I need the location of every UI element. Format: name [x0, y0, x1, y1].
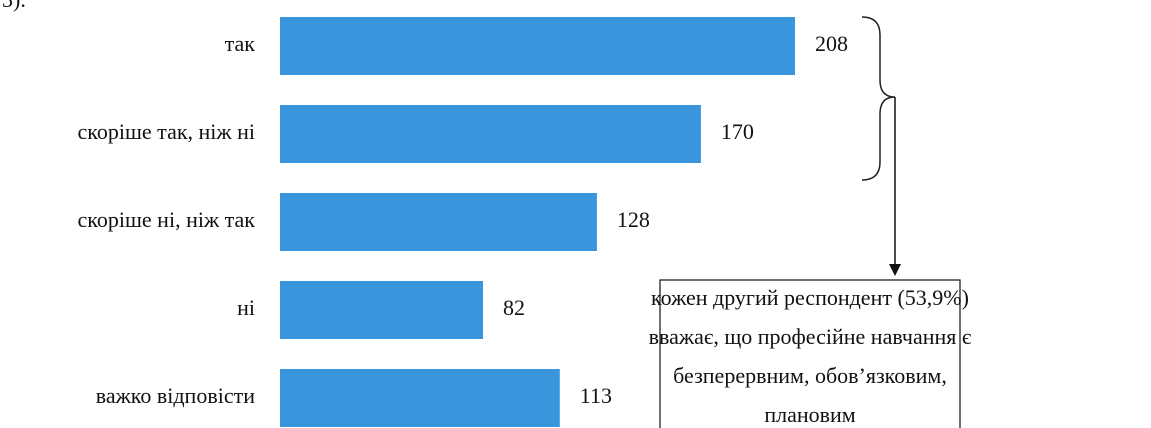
category-label: так [225, 31, 256, 56]
value-label: 128 [617, 207, 650, 232]
bar [280, 281, 484, 339]
bar [280, 369, 560, 427]
prefix: 3). [2, 0, 26, 12]
annotation-line: плановим [764, 402, 855, 427]
category-label: скоріше ні, ніж так [78, 207, 256, 232]
bar [280, 193, 597, 251]
annotation-line: вважає, що професійне навчання є [649, 324, 972, 349]
bar [280, 17, 796, 75]
annotation-line: безперервним, обов’язковим, [673, 363, 947, 388]
bar [280, 105, 701, 163]
category-label: важко відповісти [96, 383, 255, 408]
value-label: 170 [721, 119, 754, 144]
bracket [861, 16, 896, 181]
value-label: 113 [580, 383, 612, 408]
value-label: 82 [503, 295, 525, 320]
arrow-head [889, 264, 901, 276]
category-label: ні [237, 295, 255, 320]
annotation-box [659, 279, 961, 428]
category-label: скоріше так, ніж ні [78, 119, 255, 144]
value-label: 208 [815, 31, 848, 56]
annotation-line: кожен другий респондент (53,9%) [651, 285, 969, 310]
